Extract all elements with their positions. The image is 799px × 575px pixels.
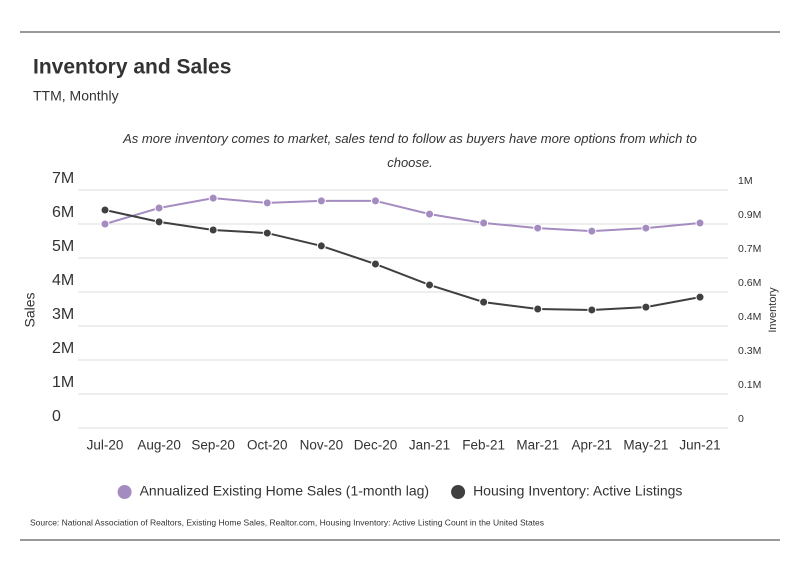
y-tick-label: 7M <box>52 170 74 187</box>
data-point <box>641 302 651 312</box>
y-tick-label: 0 <box>52 408 61 425</box>
x-tick-label: Aug-20 <box>137 438 181 453</box>
data-point <box>370 196 380 206</box>
data-point <box>154 217 164 227</box>
data-point <box>262 198 272 208</box>
x-tick-label: May-21 <box>623 438 668 453</box>
series-line <box>104 209 701 311</box>
x-tick-label: Feb-21 <box>462 438 505 453</box>
y2-tick-label: 0.6M <box>738 277 761 289</box>
y2-tick-label: 0.4M <box>738 311 761 323</box>
data-point <box>316 241 326 251</box>
legend-marker <box>451 485 466 499</box>
data-point <box>208 193 218 203</box>
data-point <box>100 205 110 215</box>
x-tick-label: Oct-20 <box>247 438 288 453</box>
data-point <box>695 218 705 228</box>
y2-tick-label: 1M <box>738 175 753 187</box>
data-point <box>533 304 543 314</box>
data-point <box>262 228 272 238</box>
data-point <box>208 225 218 235</box>
y2-tick-label: 0.1M <box>738 379 761 391</box>
legend-label: Housing Inventory: Active Listings <box>473 483 682 499</box>
legend-label: Annualized Existing Home Sales (1-month … <box>140 483 429 499</box>
data-point <box>641 223 651 233</box>
y-tick-label: 6M <box>52 204 74 221</box>
y-tick-label: 3M <box>52 306 74 323</box>
data-point <box>425 280 435 290</box>
source: Source: National Association of Realtors… <box>30 517 544 527</box>
y-tick-label: 2M <box>52 340 74 357</box>
chart-title: Inventory and Sales <box>33 56 231 79</box>
y2-tick-label: 0 <box>738 413 744 425</box>
x-tick-label: Dec-20 <box>354 438 398 453</box>
data-point <box>316 196 326 206</box>
y-tick-label: 1M <box>52 374 74 391</box>
data-point <box>370 259 380 269</box>
data-point <box>533 223 543 233</box>
y-tick-label: 4M <box>52 272 74 289</box>
y2-tick-label: 0.9M <box>738 209 761 221</box>
x-tick-label: Mar-21 <box>516 438 559 453</box>
legend-marker <box>117 485 132 499</box>
x-tick-label: Sep-20 <box>191 438 235 453</box>
data-point <box>479 297 489 307</box>
data-point <box>587 226 597 236</box>
x-tick-label: Jun-21 <box>679 438 720 453</box>
x-tick-label: Jul-20 <box>87 438 124 453</box>
series-line <box>104 197 701 233</box>
y2-tick-label: 0.7M <box>738 243 761 255</box>
data-point <box>695 292 705 302</box>
chart-subtitle: TTM, Monthly <box>33 88 119 104</box>
data-point <box>154 203 164 213</box>
annotation: As more inventory comes to market, sales… <box>123 131 697 170</box>
y-tick-label: 5M <box>52 238 74 255</box>
x-tick-label: Nov-20 <box>300 438 344 453</box>
y-axis-title: Sales <box>22 292 38 327</box>
data-point <box>100 219 110 229</box>
data-point <box>425 209 435 219</box>
data-point <box>587 305 597 315</box>
x-tick-label: Apr-21 <box>572 438 613 453</box>
y2-axis-title: Inventory <box>767 287 779 333</box>
x-tick-label: Jan-21 <box>409 438 450 453</box>
data-point <box>479 218 489 228</box>
y2-tick-label: 0.3M <box>738 345 761 357</box>
